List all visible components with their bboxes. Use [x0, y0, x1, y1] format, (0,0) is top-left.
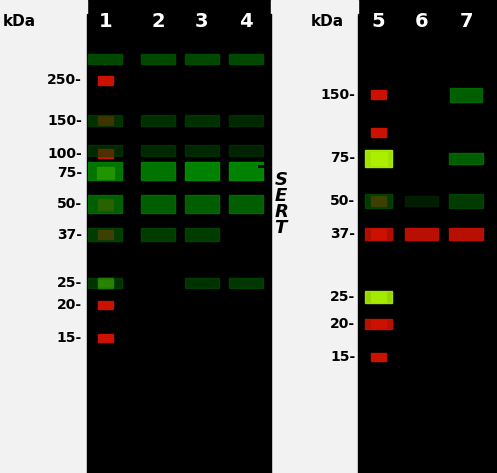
Bar	[87, 14, 271, 473]
Text: 25-: 25-	[57, 276, 82, 290]
Bar	[449, 152, 483, 165]
Bar	[0, 0, 87, 473]
Text: T: T	[274, 219, 287, 237]
Bar	[88, 278, 122, 288]
Bar	[371, 128, 386, 137]
Text: S: S	[274, 171, 287, 189]
Bar	[141, 162, 175, 180]
Bar	[450, 88, 482, 102]
Bar	[141, 228, 175, 241]
Bar	[88, 54, 122, 64]
Bar	[449, 194, 483, 208]
Bar	[371, 196, 386, 206]
Text: 1: 1	[98, 12, 112, 31]
Bar	[358, 14, 497, 473]
Bar	[98, 199, 113, 210]
Bar	[365, 150, 393, 166]
Text: 37-: 37-	[331, 227, 355, 241]
Text: 75-: 75-	[57, 166, 82, 180]
Text: R: R	[274, 203, 288, 221]
Bar	[88, 145, 122, 156]
Bar	[185, 54, 219, 64]
Bar	[88, 162, 122, 180]
Text: 7: 7	[459, 12, 473, 31]
Bar	[185, 162, 219, 180]
Bar	[141, 195, 175, 213]
Bar	[98, 334, 113, 342]
Bar	[185, 115, 219, 126]
Bar	[229, 54, 263, 64]
Bar	[365, 319, 393, 329]
Text: 250-: 250-	[47, 73, 82, 88]
Bar	[229, 162, 263, 180]
Bar	[371, 292, 386, 302]
Text: E: E	[274, 187, 287, 205]
Text: 25-: 25-	[330, 290, 355, 304]
Text: 6: 6	[414, 12, 428, 31]
Bar	[371, 152, 387, 165]
Text: kDa: kDa	[2, 14, 36, 29]
Bar	[371, 90, 386, 99]
Text: 150-: 150-	[321, 88, 355, 102]
Text: 2: 2	[151, 12, 165, 31]
Bar	[405, 228, 438, 240]
Bar	[371, 320, 386, 328]
Text: 75-: 75-	[330, 151, 355, 166]
Bar	[449, 228, 483, 240]
Bar	[141, 115, 175, 126]
Bar	[88, 228, 122, 241]
Bar	[98, 230, 113, 239]
Bar	[98, 116, 113, 125]
Bar	[185, 278, 219, 288]
Bar	[141, 145, 175, 156]
Bar	[365, 194, 393, 208]
Bar	[98, 278, 113, 288]
Text: 15-: 15-	[330, 350, 355, 364]
Bar	[185, 195, 219, 213]
Text: 37-: 37-	[57, 228, 82, 242]
Bar	[271, 0, 308, 473]
Bar	[365, 228, 393, 240]
Bar	[98, 76, 113, 85]
Bar	[88, 115, 122, 126]
Text: 4: 4	[239, 12, 253, 31]
Bar	[229, 195, 263, 213]
Bar	[308, 0, 358, 473]
Bar	[185, 145, 219, 156]
Bar	[88, 195, 122, 213]
Text: 3: 3	[195, 12, 209, 31]
Text: 50-: 50-	[57, 197, 82, 211]
Text: 20-: 20-	[330, 317, 355, 331]
Bar	[141, 54, 175, 64]
Bar	[229, 278, 263, 288]
Bar	[371, 229, 386, 239]
Text: 100-: 100-	[47, 147, 82, 161]
Text: 20-: 20-	[57, 298, 82, 312]
Text: 50-: 50-	[330, 194, 355, 208]
Text: kDa: kDa	[311, 14, 344, 29]
Bar	[229, 115, 263, 126]
Bar	[229, 145, 263, 156]
Text: 5: 5	[372, 12, 386, 31]
Bar	[97, 167, 113, 178]
Bar	[405, 196, 438, 206]
Bar	[365, 291, 393, 303]
Bar	[185, 228, 219, 241]
Bar	[371, 353, 386, 361]
Bar	[98, 301, 113, 309]
Text: 15-: 15-	[57, 331, 82, 345]
Bar	[98, 149, 113, 158]
Text: 150-: 150-	[47, 114, 82, 128]
